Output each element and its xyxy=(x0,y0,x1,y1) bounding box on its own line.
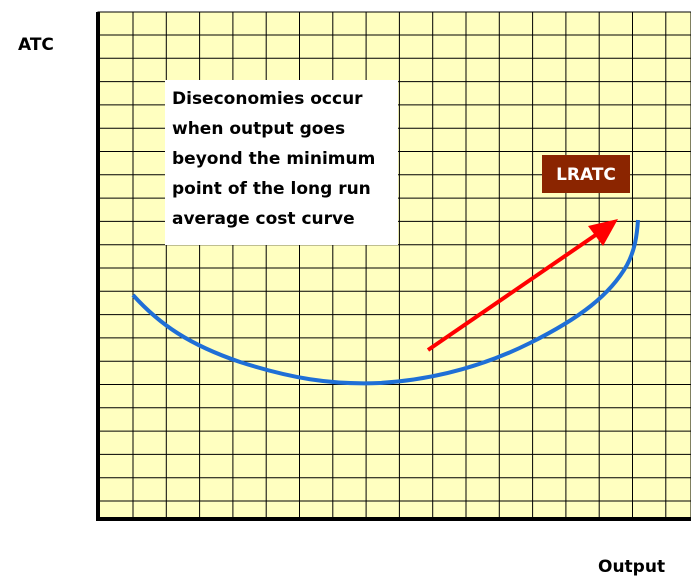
lratc-curve xyxy=(131,219,640,386)
annotation-box xyxy=(165,80,398,245)
annotation-line: when output goes xyxy=(172,119,345,139)
annotation: Diseconomies occur when output goes beyond… xyxy=(172,89,375,229)
label-box xyxy=(542,155,630,193)
annotation-line: point of the long run xyxy=(172,179,371,199)
curve-label: LRATC xyxy=(556,165,616,185)
annotation-line: Diseconomies occur xyxy=(172,89,363,109)
x-axis-label: Output xyxy=(598,557,665,577)
arrow-head xyxy=(588,219,618,246)
y-axis-label: ATC xyxy=(18,35,54,55)
annotation-line: average cost curve xyxy=(172,209,355,229)
arrow-shaft xyxy=(426,230,602,352)
annotation-line: beyond the minimum xyxy=(172,149,375,169)
